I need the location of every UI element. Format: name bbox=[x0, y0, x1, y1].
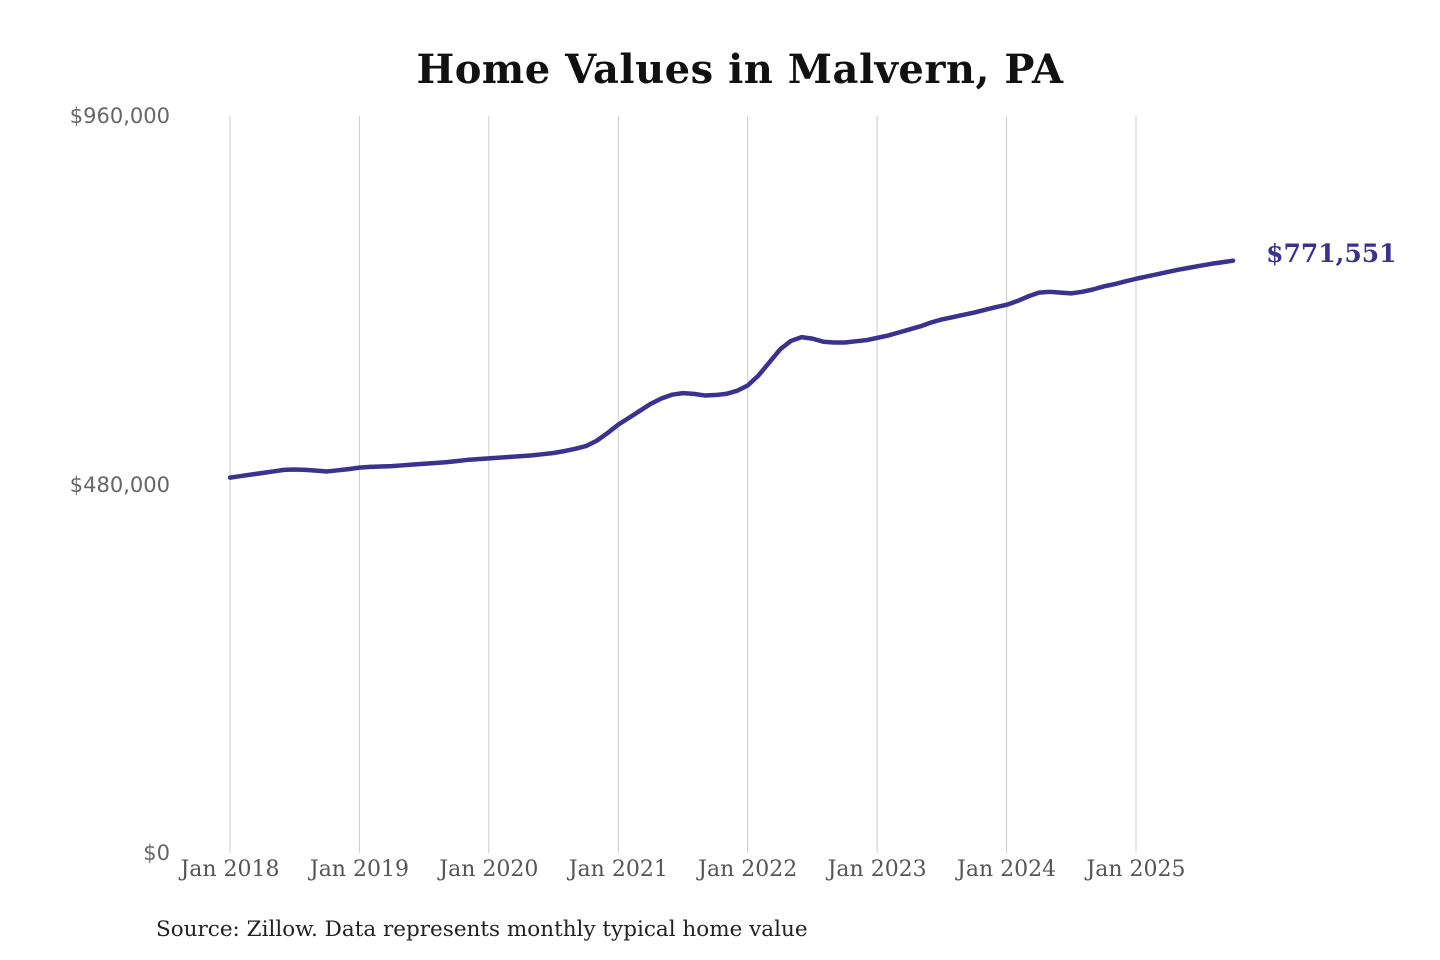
x-axis-tick-label: Jan 2020 bbox=[439, 857, 539, 882]
x-axis-tick-label: Jan 2021 bbox=[568, 857, 668, 882]
y-axis-tick-label: $0 bbox=[143, 841, 170, 865]
y-axis-tick-label: $960,000 bbox=[69, 104, 170, 128]
last-value-label: $771,551 bbox=[1266, 238, 1397, 268]
y-axis-tick-label: $480,000 bbox=[69, 472, 170, 497]
x-axis-tick-label: Jan 2018 bbox=[180, 857, 280, 882]
x-axis-tick-label: Jan 2025 bbox=[1086, 857, 1186, 882]
x-axis-tick-label: Jan 2023 bbox=[827, 857, 927, 882]
x-axis-tick-label: Jan 2019 bbox=[309, 857, 409, 882]
gridlines bbox=[229, 116, 1137, 853]
x-axis-tick-label: Jan 2022 bbox=[698, 857, 798, 882]
value-line bbox=[227, 258, 1236, 480]
chart-title: Home Values in Malvern, PA bbox=[416, 46, 1064, 93]
x-axis-tick-label: Jan 2024 bbox=[957, 857, 1057, 882]
source-note: Source: Zillow. Data represents monthly … bbox=[156, 917, 808, 942]
